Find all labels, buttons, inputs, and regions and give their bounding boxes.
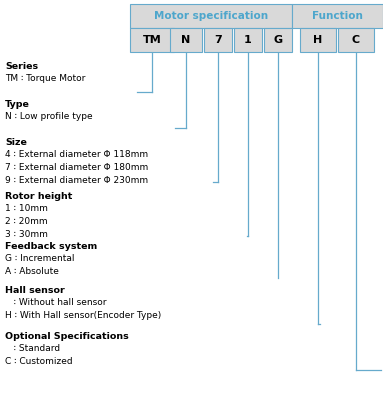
Text: 3 ∶ 30mm: 3 ∶ 30mm <box>5 230 48 239</box>
Text: Motor specification: Motor specification <box>154 11 268 21</box>
Text: TM: TM <box>142 35 161 45</box>
Text: 2 ∶ 20mm: 2 ∶ 20mm <box>5 217 47 226</box>
Bar <box>264 28 292 52</box>
Bar <box>170 28 202 52</box>
Text: C: C <box>352 35 360 45</box>
Text: 1: 1 <box>244 35 252 45</box>
Text: C ∶ Customized: C ∶ Customized <box>5 357 73 366</box>
Text: 7: 7 <box>214 35 222 45</box>
Text: N: N <box>182 35 191 45</box>
Text: 9 ∶ External diameter Φ 230mm: 9 ∶ External diameter Φ 230mm <box>5 176 148 185</box>
Text: 7 ∶ External diameter Φ 180mm: 7 ∶ External diameter Φ 180mm <box>5 163 148 172</box>
Bar <box>338 28 374 52</box>
Text: Type: Type <box>5 100 30 109</box>
Text: Series: Series <box>5 62 38 71</box>
Text: 1 ∶ 10mm: 1 ∶ 10mm <box>5 204 48 213</box>
Bar <box>130 4 292 28</box>
Bar <box>130 28 174 52</box>
Text: ∶ Without hall sensor: ∶ Without hall sensor <box>5 298 106 307</box>
Text: Function: Function <box>312 11 363 21</box>
Bar <box>204 28 232 52</box>
Text: Size: Size <box>5 138 27 147</box>
Text: Optional Specifications: Optional Specifications <box>5 332 129 341</box>
Text: 4 ∶ External diameter Φ 118mm: 4 ∶ External diameter Φ 118mm <box>5 150 148 159</box>
Bar <box>234 28 262 52</box>
Text: Feedback system: Feedback system <box>5 242 97 251</box>
Text: N ∶ Low profile type: N ∶ Low profile type <box>5 112 93 121</box>
Text: Rotor height: Rotor height <box>5 192 72 201</box>
Text: Hall sensor: Hall sensor <box>5 286 65 295</box>
Text: A ∶ Absolute: A ∶ Absolute <box>5 267 59 276</box>
Text: ∶ Standard: ∶ Standard <box>5 344 60 353</box>
Text: H: H <box>313 35 322 45</box>
Text: TM ∶ Torque Motor: TM ∶ Torque Motor <box>5 74 85 83</box>
Bar <box>300 28 336 52</box>
Text: G: G <box>273 35 283 45</box>
Text: G ∶ Incremental: G ∶ Incremental <box>5 254 75 263</box>
Bar <box>292 4 383 28</box>
Text: H ∶ With Hall sensor(Encoder Type): H ∶ With Hall sensor(Encoder Type) <box>5 311 161 320</box>
